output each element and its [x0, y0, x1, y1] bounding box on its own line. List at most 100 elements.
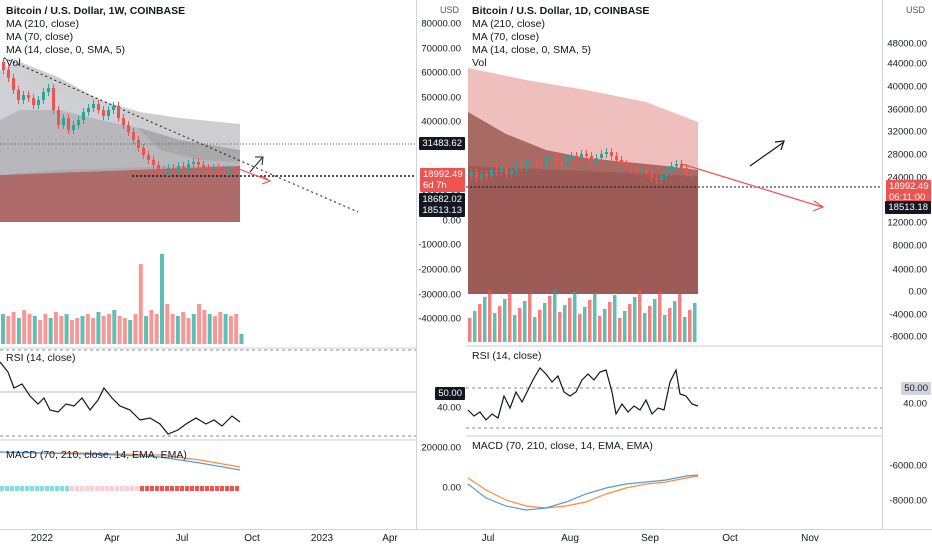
macd-hist-bar	[140, 486, 144, 491]
volume-bar	[223, 314, 228, 344]
macd-hist-bar	[230, 486, 234, 491]
volume-bar	[165, 304, 170, 344]
volume-bar	[623, 311, 627, 342]
daily-candle	[595, 158, 598, 160]
macd-hist-bar	[45, 486, 49, 491]
volume-bar	[85, 314, 90, 344]
volume-bar	[643, 313, 647, 342]
volume-bar	[234, 314, 239, 344]
volume-bar	[133, 314, 138, 344]
daily-candle	[670, 166, 673, 172]
macd-hist-bar	[195, 486, 199, 491]
daily-candle	[560, 162, 563, 164]
daily-candle	[640, 170, 643, 172]
weekly-candle	[12, 78, 15, 90]
volume-bar	[22, 310, 27, 344]
daily-price-scale[interactable]: USD 48000.00 44000.00 40000.00 36000.00 3200…	[882, 0, 932, 530]
daily-candle	[600, 154, 603, 158]
ma70-label: MA (70, close)	[472, 31, 540, 43]
volume-bar	[122, 318, 127, 344]
daily-candle	[480, 174, 483, 178]
daily-candle	[530, 162, 533, 164]
black-arrow	[749, 141, 785, 167]
daily-candle	[665, 172, 668, 176]
scale-tick: 0.00	[442, 215, 462, 227]
macd-hist-bar	[215, 486, 219, 491]
red-arrow-head	[812, 200, 825, 212]
scale-tick: 40000.00	[887, 81, 927, 93]
volume-bar	[43, 314, 48, 344]
macd-hist-bar	[60, 486, 64, 491]
weekly-price-scale[interactable]: USD 80000.00 70000.00 60000.00 50000.00 4000…	[416, 0, 467, 530]
volume-bar	[693, 303, 697, 342]
macd-hist-bar	[190, 486, 194, 491]
black-arrow-head	[255, 156, 264, 166]
macd-hist-bar	[25, 486, 29, 491]
weekly-candle	[32, 98, 35, 105]
volume-bar	[483, 297, 487, 342]
daily-candle	[685, 168, 688, 174]
scale-tick: -10000.00	[418, 239, 461, 251]
volume-bar	[228, 316, 233, 344]
ma210-label: MA (210, close)	[472, 18, 545, 30]
macd-hist-bar	[130, 486, 134, 491]
macd-hist-bar	[225, 486, 229, 491]
daily-candle	[675, 164, 678, 166]
macd-hist-bar	[185, 486, 189, 491]
ma14-label: MA (14, close, 0, SMA, 5)	[472, 44, 592, 56]
x-label-jul: Jul	[175, 533, 189, 544]
weekly-candles	[2, 58, 230, 176]
ma70-inner-area	[0, 110, 240, 175]
macd-hist-bar	[55, 486, 59, 491]
volume-bar	[64, 314, 69, 344]
volume-bar	[27, 314, 32, 344]
weekly-candle	[167, 168, 170, 172]
macd-hist-bar	[65, 486, 69, 491]
volume-bar	[673, 301, 677, 342]
scale-tick: 0.00	[908, 286, 928, 298]
weekly-chart-pane[interactable]: Bitcoin / U.S. Dollar, 1W, COINBASE MA (…	[0, 0, 416, 550]
daily-candle	[515, 166, 518, 170]
daily-chart-pane[interactable]: Bitcoin / U.S. Dollar, 1D, COINBASE MA (…	[466, 0, 882, 550]
x-label-aug-d: Aug	[561, 533, 579, 544]
price-badge: 18992.49 06:11:00	[886, 180, 931, 204]
volume-bar	[613, 295, 617, 342]
volume-bar	[128, 320, 133, 344]
countdown-badge: 6d 7h	[423, 180, 447, 191]
weekly-candle	[67, 118, 70, 130]
volume-bar	[653, 299, 657, 342]
volume-bar	[202, 310, 207, 344]
ma-b-badge: 18513.18	[885, 201, 931, 214]
volume-bar	[518, 308, 522, 342]
weekly-candle	[17, 90, 20, 100]
daily-macd-tick-1: -6000.00	[889, 460, 927, 472]
volume-bar	[144, 316, 149, 344]
weekly-rsi-tick: 40.00	[437, 402, 461, 414]
volume-bar	[548, 296, 552, 342]
weekly-candle	[92, 104, 95, 108]
scale-tick: 8000.00	[892, 240, 927, 252]
macd-hist-bar	[10, 486, 14, 491]
weekly-candle	[137, 140, 140, 148]
time-axis[interactable]: 2022 Apr Jul Oct 2023 Apr Jul Aug Sep Oc…	[0, 529, 932, 550]
weekly-candle	[102, 110, 105, 116]
macd-hist-bar	[80, 486, 84, 491]
weekly-candle	[132, 132, 135, 140]
volume-bar	[588, 300, 592, 342]
scale-tick: 48000.00	[887, 38, 927, 50]
weekly-chart-canvas[interactable]	[0, 0, 416, 530]
macd-hist-bar	[165, 486, 169, 491]
ma14-label: MA (14, close, 0, SMA, 5)	[6, 44, 126, 56]
macd-hist-bar	[155, 486, 159, 491]
ma210-area	[0, 166, 240, 222]
daily-macd-tick-2: -8000.00	[889, 495, 927, 507]
macd-histogram	[0, 486, 239, 491]
volume-bar	[678, 294, 682, 342]
volume-bar	[683, 317, 687, 342]
daily-chart-canvas[interactable]	[466, 0, 882, 530]
volume-bars	[468, 289, 697, 342]
weekly-candle	[172, 168, 175, 170]
macd-hist-bar	[180, 486, 184, 491]
volume-bar	[523, 301, 527, 342]
daily-scale-unit: USD	[905, 5, 925, 15]
